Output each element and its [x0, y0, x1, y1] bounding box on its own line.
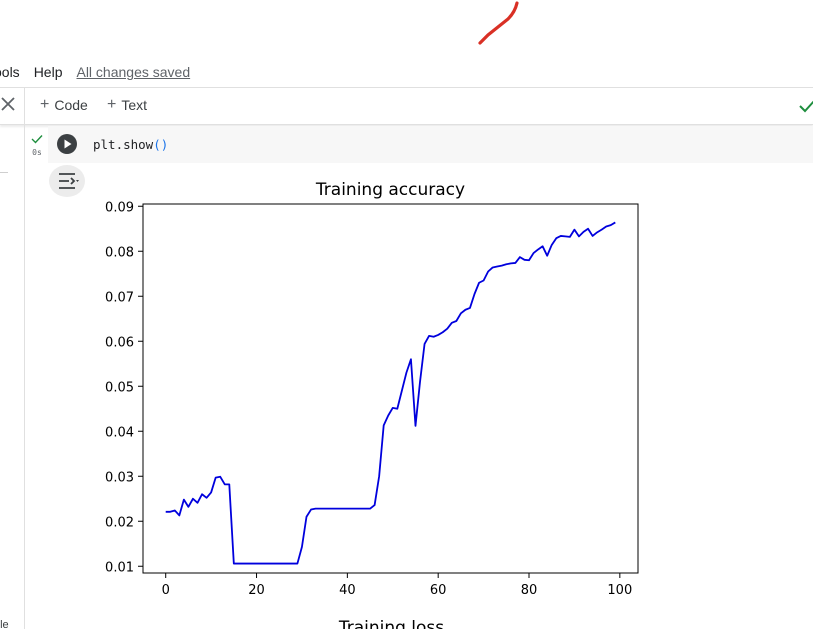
- y-tick-label: 0.02: [105, 515, 134, 530]
- y-tick-label: 0.05: [105, 380, 134, 395]
- plot-frame: [142, 203, 639, 574]
- chart-title: Training accuracy: [315, 180, 465, 200]
- close-icon[interactable]: [0, 96, 18, 114]
- add-code-label: Code: [54, 97, 88, 113]
- output-actions-icon: [59, 173, 79, 189]
- play-icon: [64, 139, 72, 149]
- x-tick-label: 60: [430, 583, 447, 598]
- code-parens: (): [153, 137, 169, 152]
- output-actions-button[interactable]: [49, 165, 85, 197]
- y-tick-label: 0.01: [105, 560, 134, 575]
- panel-divider: [24, 87, 25, 629]
- menu-item-tools[interactable]: ools: [0, 64, 20, 80]
- run-cell-button[interactable]: [56, 133, 78, 155]
- y-tick-label: 0.07: [105, 290, 134, 305]
- code-cell[interactable]: [48, 126, 813, 163]
- accuracy-series-line: [165, 221, 616, 565]
- save-status-link[interactable]: All changes saved: [76, 64, 191, 80]
- y-tick-label: 0.09: [105, 200, 134, 215]
- connected-check-icon[interactable]: [797, 96, 813, 116]
- add-text-button[interactable]: + Text: [107, 96, 147, 114]
- x-tick-label: 80: [521, 583, 538, 598]
- add-text-label: Text: [121, 97, 148, 113]
- y-tick-label: 0.08: [105, 245, 134, 260]
- menu-bar: ools Help All changes saved: [0, 60, 204, 84]
- plus-icon: +: [107, 96, 117, 113]
- side-panel-label: ble: [0, 619, 9, 629]
- add-code-button[interactable]: + Code: [40, 96, 88, 114]
- training-accuracy-chart: Training accuracy 0 20 40 60 80 100 0.01 0.02 0.0…: [105, 180, 639, 629]
- execution-status: 0s: [28, 131, 46, 157]
- panel-divider-tick: [0, 172, 8, 173]
- code-function: plt.show: [93, 137, 154, 152]
- menu-item-help[interactable]: Help: [33, 64, 63, 80]
- loss-chart-title: Training loss: [338, 618, 444, 629]
- toolbar: + Code + Text: [0, 87, 813, 125]
- x-tick-label: 0: [162, 583, 170, 598]
- code-editor-line[interactable]: plt.show(): [93, 137, 168, 152]
- y-tick-label: 0.04: [105, 425, 134, 440]
- y-tick-label: 0.03: [105, 470, 134, 485]
- x-tick-label: 40: [339, 583, 356, 598]
- red-pen-annotation: [478, 1, 519, 45]
- x-tick-label: 20: [248, 583, 265, 598]
- x-tick-label: 100: [607, 583, 632, 598]
- execution-time: 0s: [32, 148, 42, 157]
- y-tick-label: 0.06: [105, 335, 134, 350]
- success-check-icon: [31, 135, 43, 144]
- plus-icon: +: [40, 96, 50, 113]
